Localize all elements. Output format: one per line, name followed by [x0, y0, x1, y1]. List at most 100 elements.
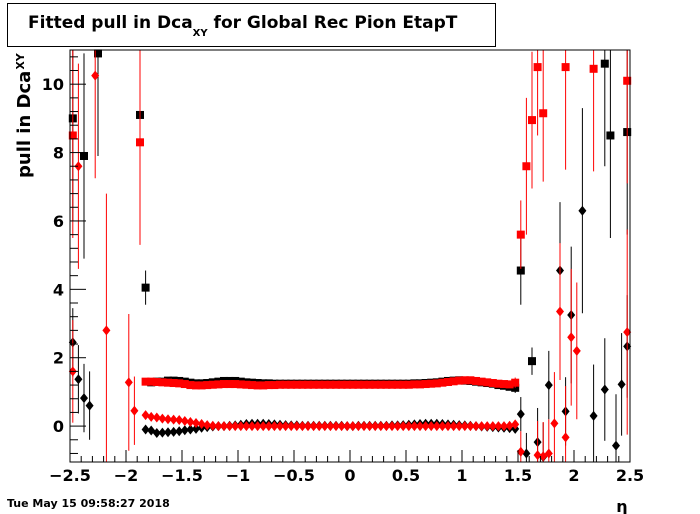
y-axis-title-subscript: XY [14, 52, 27, 69]
x-tick-label-7: 1 [456, 466, 467, 485]
chart-title-suffix: for Global Rec Pion EtapT [207, 13, 458, 33]
data-point-s2-p20 [242, 380, 251, 389]
data-point-s2-p49 [404, 380, 413, 389]
data-point-s3-p82 [623, 327, 632, 338]
data-point-s2-p67 [505, 380, 514, 389]
x-tick-label-3: −1 [226, 466, 251, 485]
data-point-s2-p44 [376, 380, 385, 389]
data-point-s2-p14 [208, 380, 217, 389]
data-point-s2-p32 [309, 380, 318, 389]
data-point-s1-p79 [578, 205, 587, 216]
chart-title-subscript: XY [192, 28, 208, 39]
data-point-s2-p23 [259, 381, 268, 390]
data-point-s3-p56 [421, 421, 430, 432]
data-point-s3-p57 [427, 421, 436, 432]
data-point-s1-p7 [158, 427, 167, 438]
data-point-s1-p13 [192, 423, 200, 434]
data-point-s3-p30 [276, 421, 284, 432]
data-point-s2-p35 [326, 380, 335, 389]
data-point-s3-p27 [259, 421, 268, 432]
data-point-s2-p8 [175, 379, 184, 388]
data-point-s2-p27 [281, 380, 290, 389]
data-point-s3-p8 [152, 412, 161, 423]
data-point-s3-p67 [483, 421, 492, 432]
data-point-s2-p22 [253, 381, 262, 390]
data-point-s2-p1 [136, 138, 144, 147]
data-point-s2-p24 [264, 381, 273, 390]
data-point-s3-p64 [466, 421, 475, 432]
data-point-s3-p81 [572, 345, 581, 356]
data-point-s3-p58 [432, 421, 441, 432]
data-point-s3-p79 [561, 432, 570, 443]
data-point-s1-p11 [180, 425, 189, 436]
data-point-s3-p71 [505, 420, 514, 431]
data-point-s2-p31 [304, 380, 312, 389]
data-point-s3-p66 [477, 421, 486, 432]
x-tick-label-10: 2.5 [616, 466, 644, 485]
data-point-s3-p43 [348, 421, 357, 432]
data-point-s2-p6 [164, 378, 172, 387]
x-tick-label-0: −2.5 [49, 466, 91, 485]
data-point-s0-p71 [516, 266, 525, 275]
data-point-s0-p73 [600, 59, 609, 68]
data-point-s2-p21 [248, 381, 256, 390]
data-point-s1-p12 [186, 424, 195, 435]
data-point-s3-p19 [214, 421, 223, 432]
data-point-s3-p21 [225, 421, 234, 432]
data-point-s3-p78 [556, 306, 564, 317]
data-point-s3-p16 [197, 419, 206, 430]
data-point-s2-p50 [410, 380, 419, 389]
data-point-s2-p59 [460, 376, 469, 385]
data-point-s2-p17 [225, 380, 234, 389]
data-point-s0-p1 [80, 151, 88, 160]
data-point-s1-p83 [617, 379, 626, 390]
data-point-s2-p61 [472, 376, 480, 385]
x-tick-label-5: 0 [344, 466, 355, 485]
data-point-s3-p34 [298, 421, 307, 432]
data-point-s2-p46 [388, 380, 396, 389]
data-point-s3-p39 [326, 421, 335, 432]
data-point-s2-p57 [449, 377, 458, 386]
data-point-s3-p37 [315, 421, 324, 432]
data-point-s3-p52 [399, 421, 408, 432]
data-point-s3-p70 [500, 421, 508, 432]
data-point-s1-p2 [80, 393, 88, 404]
data-point-s2-p62 [477, 377, 486, 386]
data-point-s1-p1 [74, 374, 83, 385]
data-point-s2-p2 [141, 377, 150, 386]
data-point-s2-p25 [270, 381, 279, 390]
data-point-s3-p46 [365, 421, 374, 432]
data-point-s3-p65 [472, 421, 480, 432]
data-point-s3-p42 [343, 421, 352, 432]
data-point-s2-p4 [152, 377, 161, 386]
data-point-s3-p23 [236, 421, 245, 432]
data-point-s3-p1 [74, 161, 83, 172]
data-point-s3-p38 [320, 421, 329, 432]
y-tick-label-5: 10 [42, 75, 64, 94]
x-tick-label-6: 0.5 [392, 466, 420, 485]
data-point-s3-p73 [516, 446, 525, 457]
data-point-s3-p59 [438, 421, 447, 432]
data-point-s2-p39 [348, 380, 357, 389]
data-point-s3-p24 [242, 421, 251, 432]
data-point-s1-p82 [612, 440, 620, 451]
data-point-s1-p72 [522, 448, 531, 459]
data-point-s2-p56 [444, 377, 452, 386]
data-point-s3-p32 [287, 421, 296, 432]
data-point-s3-p33 [292, 421, 301, 432]
data-point-s3-p35 [304, 421, 312, 432]
data-point-s3-p10 [164, 414, 172, 425]
data-point-s1-p8 [164, 427, 172, 438]
data-point-s2-p65 [494, 379, 503, 388]
data-point-s1-p75 [544, 380, 553, 391]
data-point-s2-p48 [399, 380, 408, 389]
data-point-s2-p72 [533, 63, 542, 72]
data-point-s3-p50 [388, 421, 396, 432]
data-point-s1-p3 [85, 400, 94, 411]
y-tick-label-4: 8 [53, 144, 64, 163]
data-point-s3-p20 [220, 421, 228, 432]
chart-title-box: Fitted pull in DcaXY for Global Rec Pion… [7, 3, 496, 47]
y-tick-label-2: 4 [53, 280, 64, 299]
data-point-s1-p81 [600, 384, 609, 395]
data-point-s2-p28 [287, 380, 296, 389]
